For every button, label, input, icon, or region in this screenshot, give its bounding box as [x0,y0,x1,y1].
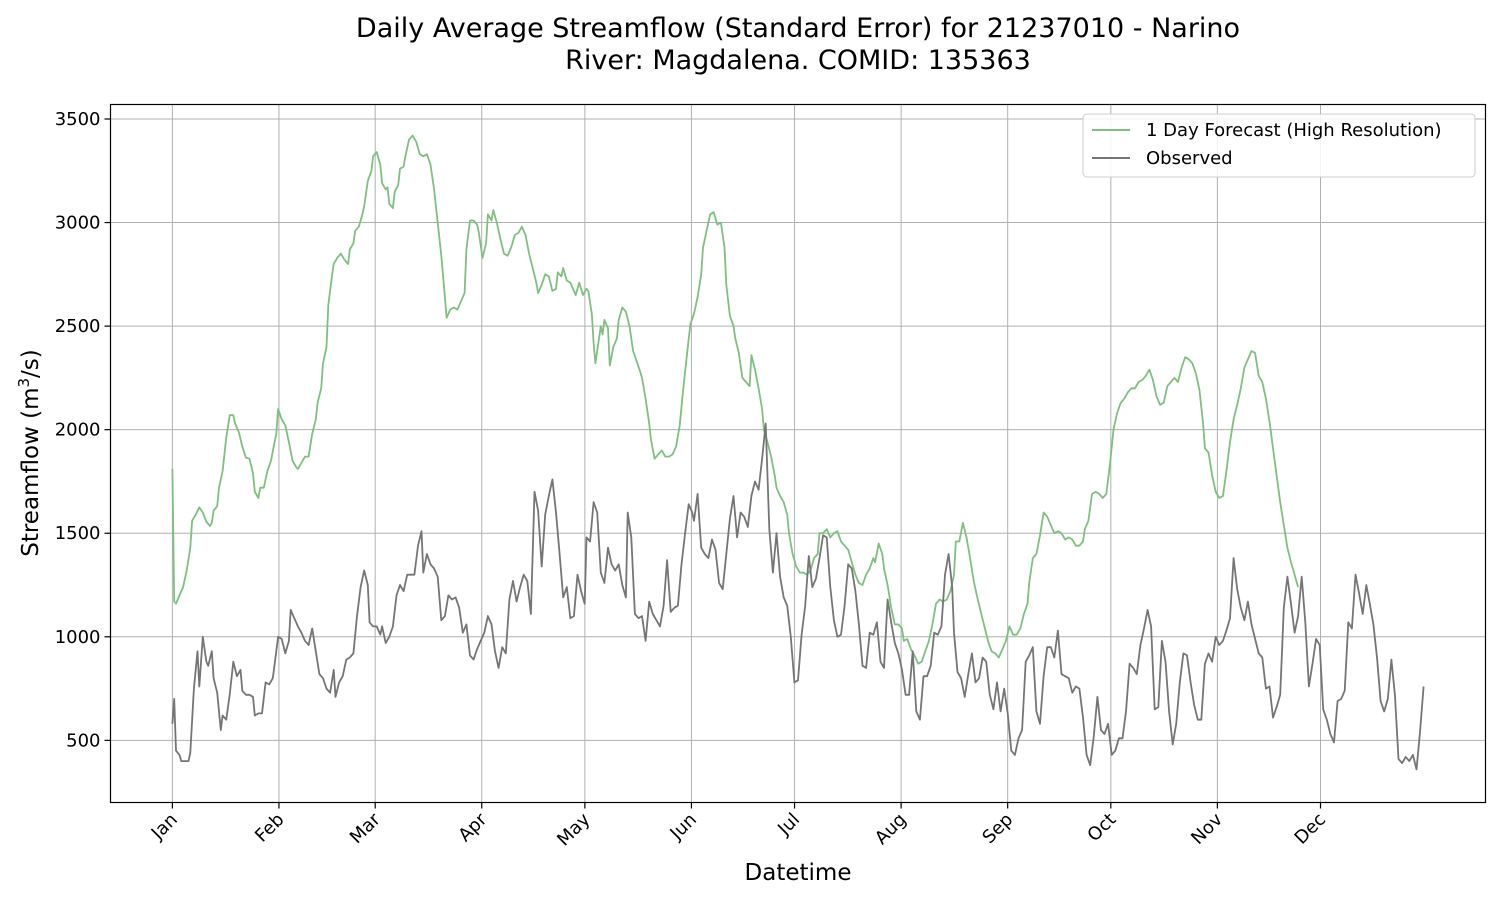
x-tick-label: Jan [147,809,182,844]
forecast-series-line [171,134,1299,665]
x-tick-label: Mar [346,809,385,848]
y-tick-label: 2500 [55,316,101,337]
x-tick-label: Apr [454,809,491,846]
axis-ticks: 500 1000 1500 2000 2500 3000 3500 Jan Feb Mar Apr M… [55,109,1330,850]
legend-label-forecast: 1 Day Forecast (High Resolution) [1146,120,1442,141]
y-axis-label: Streamflow (m3/s) [15,349,44,557]
y-tick-label: 3500 [55,109,101,130]
x-tick-label: Oct [1083,809,1120,846]
y-axis-label-sup: 3 [15,378,33,388]
y-axis-label-main: Streamflow (m [18,387,44,556]
series-layer [171,134,1425,771]
plot-frame [109,103,1487,804]
legend-box [1082,113,1476,178]
legend-label-observed: Observed [1146,148,1233,169]
x-tick-label: Feb [251,809,288,846]
chart-title-line-1: Daily Average Streamflow (Standard Error… [356,13,1240,44]
y-tick-label: 2000 [55,420,101,441]
observed-series-line [171,422,1425,771]
grid-lines [110,104,1486,803]
legend: 1 Day Forecast (High Resolution) Observe… [1082,113,1476,178]
y-tick-label: 3000 [55,213,101,234]
y-axis-label-end: /s) [18,349,44,378]
x-tick-label: Sep [978,809,1017,848]
x-tick-label: Jul [773,809,804,840]
y-tick-label: 1500 [55,523,101,544]
x-tick-label: Dec [1291,809,1330,848]
x-tick-label: Jun [666,809,701,844]
chart-title-line-2: River: Magdalena. COMID: 135363 [565,45,1031,76]
x-tick-label: Nov [1187,809,1227,849]
y-tick-label: 1000 [55,627,101,648]
x-tick-label: May [553,809,594,850]
x-axis-label: Datetime [745,860,852,886]
y-tick-label: 500 [66,730,100,751]
x-tick-label: Aug [871,809,911,849]
